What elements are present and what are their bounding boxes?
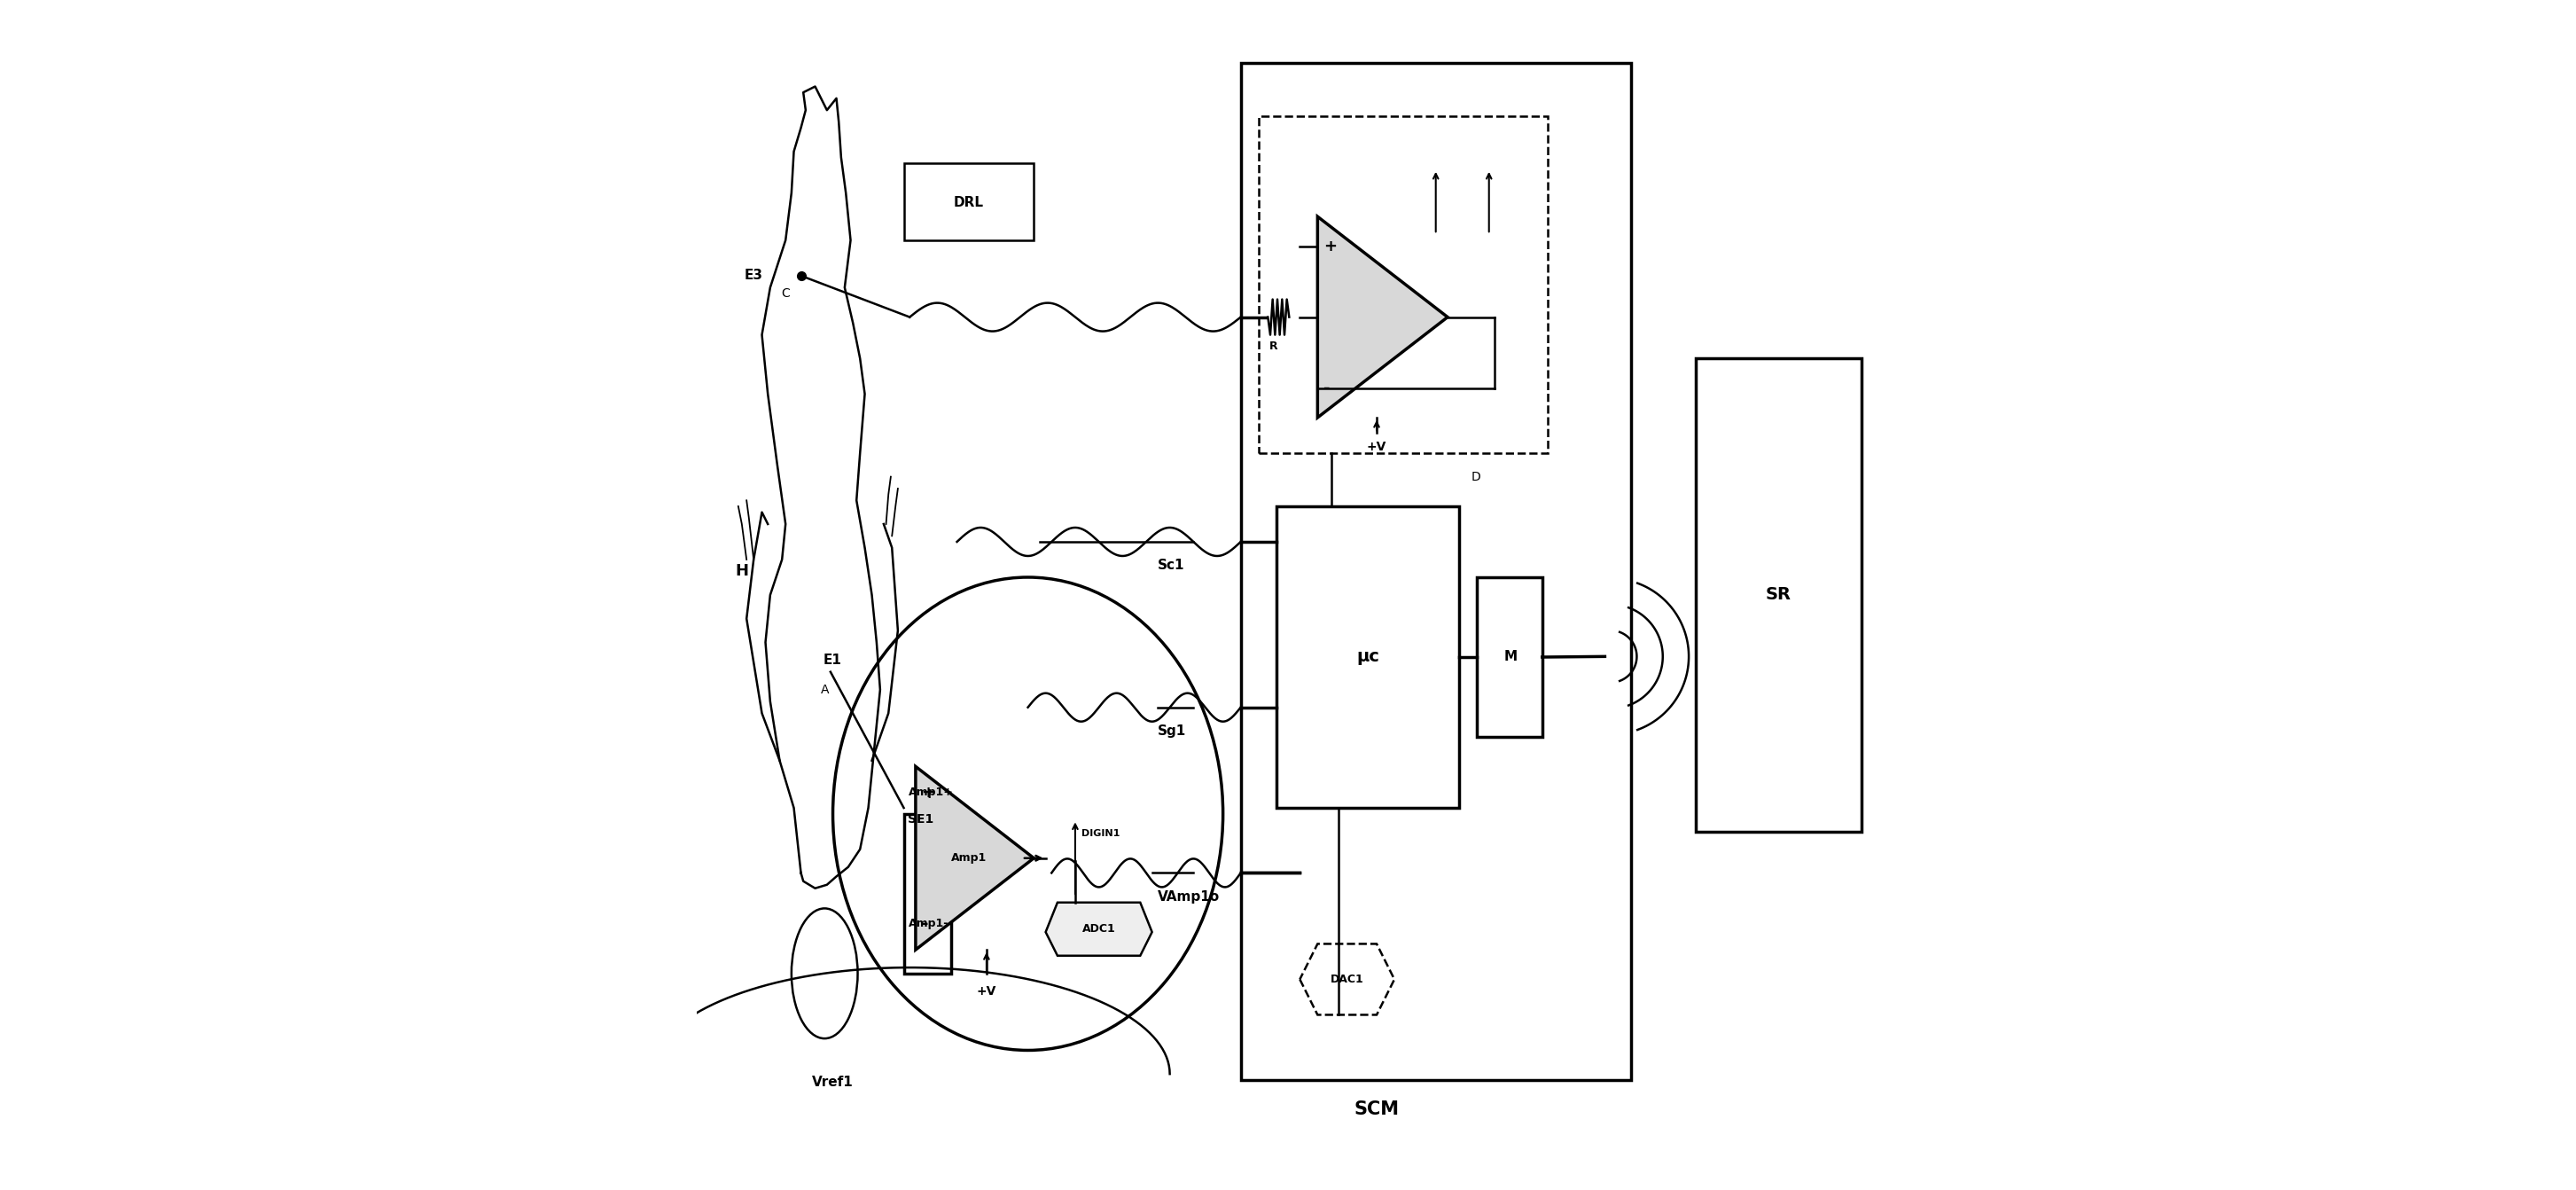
Text: DIGIN1: DIGIN1 (1082, 829, 1121, 838)
Text: +V: +V (976, 985, 997, 997)
Text: +V: +V (1368, 441, 1386, 453)
Text: Amp1+: Amp1+ (909, 787, 953, 798)
Text: SCM: SCM (1355, 1101, 1399, 1119)
Text: Sc1: Sc1 (1159, 559, 1185, 572)
Text: A: A (819, 683, 829, 696)
Text: -: - (922, 916, 927, 932)
Bar (1275, 506, 1461, 808)
Text: E3: E3 (744, 269, 762, 282)
Text: D: D (1471, 470, 1481, 483)
Text: -: - (1324, 380, 1329, 396)
Bar (904, 163, 1033, 240)
Text: ADC1: ADC1 (1082, 922, 1115, 934)
Polygon shape (1316, 217, 1448, 418)
Bar (904, 814, 951, 973)
Bar (1476, 577, 1543, 737)
Text: DAC1: DAC1 (1329, 973, 1363, 985)
Text: R: R (1270, 340, 1278, 352)
Text: DRL: DRL (953, 195, 984, 209)
Bar (1260, 117, 1548, 453)
Text: E1: E1 (824, 653, 842, 666)
Text: SR: SR (1765, 587, 1790, 603)
Text: VAmp1o: VAmp1o (1159, 890, 1221, 903)
Text: Sg1: Sg1 (1159, 725, 1188, 738)
Text: +: + (922, 784, 935, 801)
Bar (1242, 63, 1631, 1079)
Text: SE1: SE1 (907, 813, 933, 826)
Polygon shape (1046, 902, 1151, 956)
Text: Amp1-: Amp1- (909, 917, 948, 929)
Bar (1695, 358, 1862, 832)
Text: C: C (781, 287, 791, 300)
Text: Amp1: Amp1 (951, 852, 987, 864)
Text: H: H (734, 563, 750, 580)
Text: μc: μc (1358, 649, 1381, 665)
Text: Vref1: Vref1 (811, 1076, 853, 1089)
Text: M: M (1504, 650, 1517, 663)
Polygon shape (914, 766, 1033, 950)
Text: +: + (1324, 238, 1337, 255)
